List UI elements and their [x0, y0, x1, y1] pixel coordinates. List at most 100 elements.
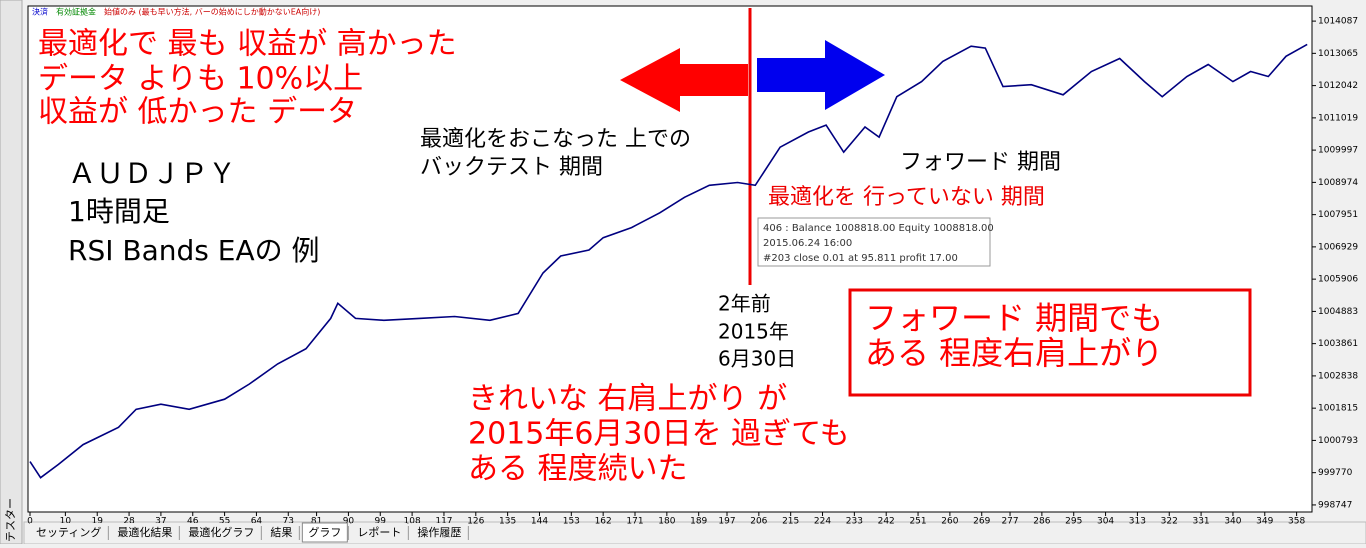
annotation: 2015年: [718, 320, 789, 344]
x-tick-label: 135: [499, 517, 516, 527]
tab[interactable]: 最適化グラフ: [182, 523, 262, 542]
x-tick-label: 117: [435, 517, 452, 527]
y-tick-label: 1002838: [1318, 371, 1358, 381]
annotation: ＡＵＤＪＰＹ: [68, 157, 236, 190]
x-tick-label: 28: [123, 517, 135, 527]
x-tick-label: 81: [311, 517, 322, 527]
annotation: 1時間足: [68, 195, 170, 228]
annotation: 最適化を 行っていない 期間: [768, 185, 1045, 210]
x-tick-label: 189: [690, 517, 707, 527]
y-tick-label: 1004883: [1318, 307, 1358, 317]
tooltip-line: #203 close 0.01 at 95.811 profit 17.00: [763, 253, 958, 264]
x-tick-label: 233: [846, 517, 863, 527]
tab[interactable]: グラフ: [301, 522, 349, 543]
y-tick-label: 1003861: [1318, 339, 1358, 349]
x-tick-label: 340: [1224, 517, 1241, 527]
x-tick-label: 180: [658, 517, 675, 527]
y-tick-label: 1009997: [1318, 146, 1358, 156]
tab-bg: [111, 523, 179, 542]
x-tick-label: 153: [563, 517, 580, 527]
tab-label: 最適化グラフ: [188, 525, 254, 539]
y-tick-label: 1000793: [1318, 436, 1358, 446]
x-tick-label: 108: [404, 517, 421, 527]
tab-bg: [30, 523, 108, 542]
annotation: ある 程度続いた: [468, 452, 688, 487]
x-tick-label: 0: [27, 517, 33, 527]
tab[interactable]: 最適化結果: [111, 523, 180, 542]
tooltip-line: 2015.06.24 16:00: [763, 238, 852, 249]
x-tick-label: 322: [1161, 517, 1178, 527]
tab-label: 操作履歴: [417, 525, 461, 539]
x-tick-label: 269: [973, 517, 990, 527]
annotation: 最適化をおこなった 上での: [420, 127, 691, 152]
y-tick-label: 1006929: [1318, 242, 1358, 252]
tab-bg: [301, 522, 348, 543]
callout-box: [848, 288, 1252, 397]
x-tick-label: 46: [187, 517, 199, 527]
tab-bg: [351, 523, 408, 542]
x-tick-label: 19: [91, 517, 103, 527]
y-tick-label: 998747: [1318, 500, 1352, 510]
annotation: フォワード 期間: [900, 150, 1061, 175]
x-tick-label: 358: [1288, 517, 1305, 527]
side-strip: [0, 0, 23, 545]
tab[interactable]: セッティング: [30, 523, 109, 542]
side-label: テスター: [4, 498, 17, 542]
x-tick-label: 215: [782, 517, 799, 527]
tab-bg: [182, 523, 261, 542]
tab-label: 最適化結果: [117, 525, 172, 539]
y-tick-label: 1014087: [1318, 17, 1358, 27]
tab-label: レポート: [357, 526, 401, 539]
annotation: 2015年6月30日を 過ぎても: [468, 417, 850, 452]
y-tick-label: 1001815: [1318, 404, 1358, 414]
tooltip-box: [757, 217, 991, 267]
annotation: 収益が 低かった データ: [38, 95, 357, 130]
annotation: データ よりも 10%以上: [38, 62, 363, 97]
annotation: フォワード 期間でも: [865, 299, 1163, 337]
x-tick-label: 99: [375, 517, 387, 527]
tab-label: 結果: [270, 525, 292, 539]
x-tick-label: 162: [595, 517, 612, 527]
x-tick-label: 144: [531, 517, 548, 527]
annotation: 最適化で 最も 収益が 高かった: [38, 27, 457, 62]
x-tick-label: 64: [251, 517, 263, 527]
annotation: きれいな 右肩上がり が: [468, 382, 787, 417]
y-tick-label: 1007951: [1318, 210, 1358, 220]
annotation: 6月30日: [718, 347, 796, 371]
x-tick-label: 224: [814, 517, 831, 527]
left-arrow: [620, 48, 748, 112]
x-tick-label: 304: [1097, 517, 1114, 527]
x-tick-label: 286: [1033, 517, 1050, 527]
x-tick-label: 242: [878, 517, 895, 527]
y-tick-label: 1008974: [1318, 178, 1358, 188]
x-tick-label: 313: [1129, 517, 1146, 527]
x-tick-label: 90: [343, 517, 355, 527]
tab-bg: [264, 523, 299, 542]
header-label: 決済: [32, 7, 48, 17]
x-tick-label: 126: [467, 517, 484, 527]
x-tick-label: 349: [1256, 517, 1273, 527]
y-tick-label: 1011019: [1318, 113, 1358, 123]
x-tick-label: 73: [283, 517, 294, 527]
tab[interactable]: レポート: [351, 523, 409, 542]
x-tick-label: 295: [1065, 517, 1082, 527]
annotation: ある 程度右肩上がり: [865, 334, 1163, 372]
x-tick-label: 171: [626, 517, 643, 527]
y-tick-label: 1013065: [1318, 49, 1358, 59]
x-tick-label: 206: [750, 517, 767, 527]
tab[interactable]: 結果: [264, 523, 300, 542]
tab-label: グラフ: [308, 525, 341, 539]
tooltip-line: 406 : Balance 1008818.00 Equity 1008818.…: [763, 223, 994, 234]
x-tick-label: 10: [60, 517, 72, 527]
y-tick-label: 999770: [1318, 468, 1353, 478]
tab[interactable]: 操作履歴: [411, 523, 469, 542]
x-tick-label: 331: [1192, 517, 1209, 527]
x-tick-label: 277: [1001, 517, 1018, 527]
y-tick-label: 1005906: [1318, 275, 1358, 285]
header-label: 有効証拠金: [56, 7, 96, 17]
right-arrow: [757, 40, 885, 110]
tab-bg: [411, 523, 468, 542]
annotation: RSI Bands EAの 例: [68, 234, 320, 267]
